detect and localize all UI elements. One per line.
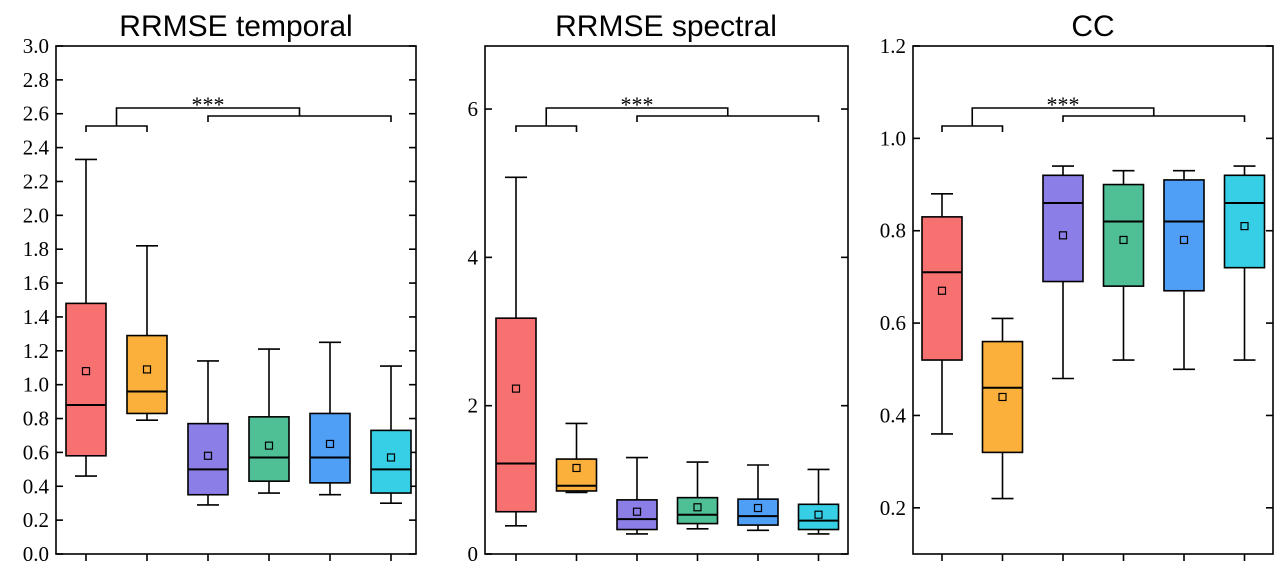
y-tick-label: 4 xyxy=(468,245,479,269)
box-2 xyxy=(126,245,168,422)
y-tick-label: 2.4 xyxy=(23,136,50,160)
chart-title: RRMSE spectral xyxy=(555,10,777,43)
box-2 xyxy=(555,422,598,494)
plot-frame xyxy=(912,45,1274,555)
box-1 xyxy=(921,192,963,435)
iqr-box xyxy=(981,340,1024,454)
iqr-box xyxy=(309,412,351,484)
bracket-top xyxy=(115,107,301,126)
mean-marker xyxy=(325,439,335,449)
mean-marker xyxy=(1240,222,1249,231)
mean-marker xyxy=(693,503,702,512)
iqr-box xyxy=(126,334,168,415)
iqr-box xyxy=(370,429,412,494)
bracket-left xyxy=(85,125,148,132)
y-tick-label: 2 xyxy=(468,394,479,418)
iqr-box xyxy=(921,216,963,361)
mean-marker xyxy=(81,367,91,376)
box-6 xyxy=(797,468,840,535)
mean-marker xyxy=(753,503,763,513)
box-3 xyxy=(187,360,229,506)
bracket-left xyxy=(515,125,578,132)
box-2 xyxy=(981,317,1024,500)
y-tick-label: 1.8 xyxy=(23,237,49,261)
significance-bracket: *** xyxy=(941,92,1246,132)
box-4 xyxy=(676,461,719,530)
iqr-box xyxy=(797,503,840,531)
y-tick-label: 2.6 xyxy=(23,102,49,126)
mean-marker xyxy=(142,365,152,374)
iqr-box xyxy=(495,317,537,513)
box-6 xyxy=(370,365,412,505)
y-tick-label: 0.6 xyxy=(23,440,49,464)
y-tick-label: 1.0 xyxy=(880,126,906,150)
chart-panel-1: RRMSE temporal 0.0 0.2 0.4 0.6 0.8 1.0 1.2 1.4 1.… xyxy=(23,10,417,566)
mean-marker xyxy=(1119,235,1128,245)
bracket-top xyxy=(971,107,1155,126)
mean-marker xyxy=(998,392,1007,402)
chart-title: RRMSE temporal xyxy=(119,10,352,43)
mean-marker xyxy=(1058,231,1068,240)
iqr-box xyxy=(1163,179,1205,292)
y-tick-label: 0.2 xyxy=(23,508,49,532)
mean-marker xyxy=(511,384,521,393)
chart-panel-3: CC 0.2 0.4 0.6 0.8 1.0 1.2 *** xyxy=(880,10,1274,561)
y-tick-label: 0.4 xyxy=(23,474,50,498)
y-tick-label: 3.0 xyxy=(23,34,49,58)
bracket-left xyxy=(941,125,1004,132)
y-tick-label: 0.2 xyxy=(880,496,906,520)
chart-title: CC xyxy=(1071,10,1114,43)
y-tick-label: 1.6 xyxy=(23,271,49,295)
iqr-box xyxy=(1223,174,1266,269)
y-tick-label: 1.0 xyxy=(23,373,49,397)
box-5 xyxy=(309,341,351,496)
y-tick-label: 6 xyxy=(468,97,479,121)
y-tick-label: 2.0 xyxy=(23,203,49,227)
box-1 xyxy=(65,158,107,477)
mean-marker xyxy=(1179,235,1189,245)
box-4 xyxy=(1102,169,1145,361)
significance-label: *** xyxy=(621,92,654,117)
mean-marker xyxy=(203,451,213,460)
y-tick-label: 1.2 xyxy=(880,34,906,58)
significance-label: *** xyxy=(1047,92,1080,117)
significance-label: *** xyxy=(192,92,225,117)
box-6 xyxy=(1223,165,1266,361)
iqr-box xyxy=(65,302,107,457)
y-tick-label: 2.2 xyxy=(23,169,49,193)
box-4 xyxy=(248,348,290,494)
y-tick-label: 1.4 xyxy=(23,305,50,329)
y-tick-label: 0.8 xyxy=(880,219,906,243)
mean-marker xyxy=(264,441,274,450)
significance-bracket: *** xyxy=(515,92,820,132)
mean-marker xyxy=(572,463,581,473)
y-tick-label: 0.8 xyxy=(23,407,49,431)
mean-marker xyxy=(632,507,642,516)
box-3 xyxy=(616,456,658,535)
y-tick-label: 0.4 xyxy=(880,403,907,427)
box-5 xyxy=(737,464,779,532)
y-tick-label: 0.0 xyxy=(23,542,49,566)
bracket-right xyxy=(207,115,392,122)
chart-panel-2: RRMSE spectral 0 2 4 6 *** xyxy=(468,10,849,566)
box-1 xyxy=(495,176,537,527)
mean-marker xyxy=(386,453,396,462)
y-tick-label: 0.6 xyxy=(880,311,906,335)
mean-marker xyxy=(814,510,823,519)
significance-bracket: *** xyxy=(85,92,392,132)
bracket-right xyxy=(636,115,820,122)
y-tick-label: 2.8 xyxy=(23,68,49,92)
y-tick-label: 1.2 xyxy=(23,339,49,363)
y-tick-label: 0 xyxy=(468,542,479,566)
box-3 xyxy=(1042,165,1084,380)
plot-frame xyxy=(484,45,849,555)
mean-marker xyxy=(937,286,947,295)
iqr-box xyxy=(1042,174,1084,283)
bracket-top xyxy=(545,107,729,126)
box-5 xyxy=(1163,169,1205,371)
bracket-right xyxy=(1062,115,1246,122)
iqr-box xyxy=(1102,183,1145,287)
plot-frame xyxy=(55,45,417,555)
